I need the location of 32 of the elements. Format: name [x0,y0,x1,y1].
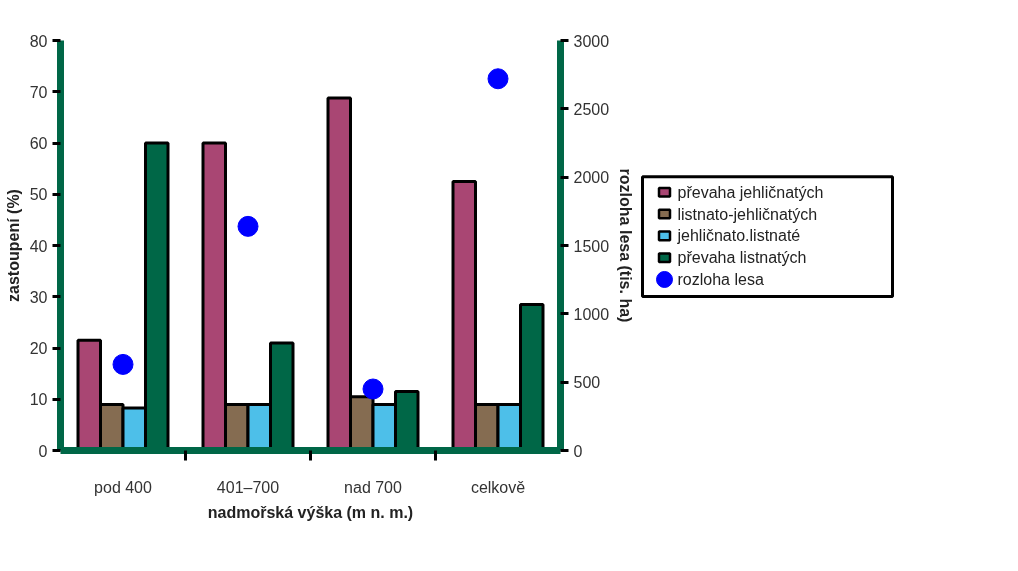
y2-tick-label: 1000 [573,305,610,323]
y2-axis-title: rozloha lesa (tis. ha) [617,168,635,323]
point [112,353,134,375]
point [237,215,259,237]
legend-label: listnato-jehličnatých [677,205,818,223]
y-tick-label: 20 [29,340,48,357]
legend-label: jehličnato.listnaté [676,227,801,245]
x-tick-label: nad 700 [344,478,403,496]
point [362,378,384,400]
legend-label: převaha jehličnatých [677,183,824,201]
y2-tick-label: 500 [573,374,601,392]
y-tick-label: 30 [29,288,48,306]
y2-tick-label: 2500 [573,100,610,118]
y2-tick-label: 1500 [573,237,610,255]
x-axis-title: nadmořská výška (m n. m.) [207,503,414,521]
y-tick-label: 0 [38,442,48,460]
point [487,68,509,90]
y2-tick-label: 3000 [573,32,610,50]
y-tick-label: 50 [29,186,48,204]
x-tick-label: pod 400 [94,478,153,496]
y2-tick-label: 0 [573,442,583,460]
x-tick-label: 401–700 [216,478,280,496]
y-axis-title: zastoupení (%) [4,189,22,302]
y2-tick-label: 2000 [573,169,610,187]
legend-label: rozloha lesa [677,270,764,288]
y-tick-label: 70 [29,83,48,101]
y-tick-label: 60 [29,135,48,152]
y-tick-label: 10 [29,391,48,409]
legend-label: převaha listnatých [677,249,807,267]
y-tick-label: 40 [29,237,48,255]
y-tick-label: 80 [29,32,48,50]
x-tick-label: celkově [470,478,526,496]
